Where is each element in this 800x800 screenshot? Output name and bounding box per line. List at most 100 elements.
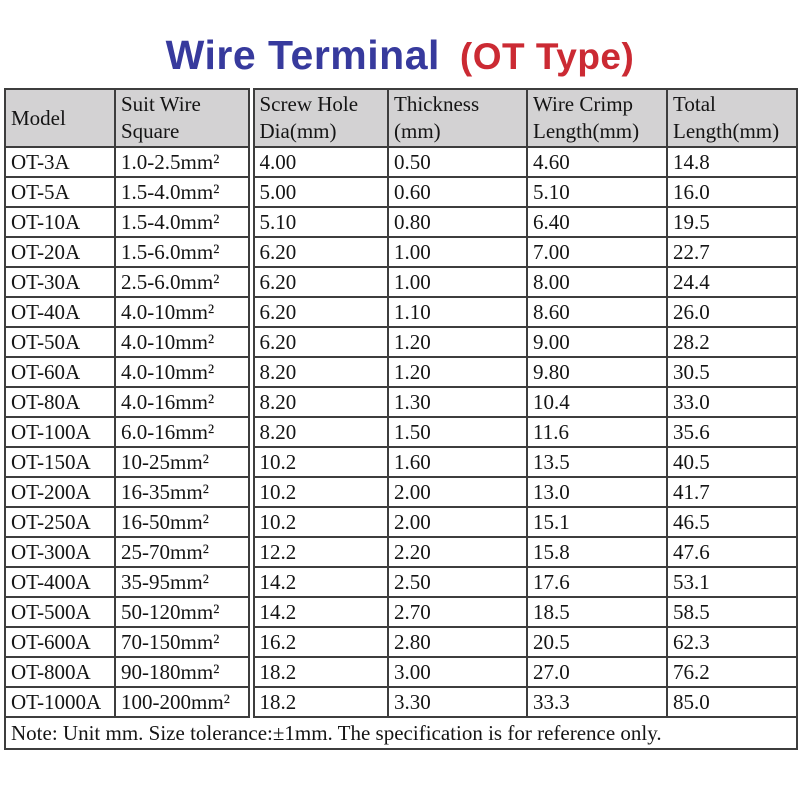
cell-thickness: 1.20	[387, 326, 528, 358]
table-row: OT-30A 2.5-6.0mm² 6.20 1.00 8.00 24.4	[4, 266, 798, 298]
col-header-thickness: Thickness (mm)	[387, 88, 528, 148]
cell-total-length: 33.0	[666, 386, 798, 418]
table-row: OT-3A 1.0-2.5mm² 4.00 0.50 4.60 14.8	[4, 146, 798, 178]
cell-screw-hole-dia: 6.20	[247, 236, 389, 268]
cell-thickness: 2.80	[387, 626, 528, 658]
cell-thickness: 1.00	[387, 266, 528, 298]
col-header-total-length: Total Length(mm)	[666, 88, 798, 148]
cell-screw-hole-dia: 10.2	[247, 446, 389, 478]
cell-model: OT-150A	[4, 446, 116, 478]
cell-suit-wire-square: 100-200mm²	[114, 686, 252, 718]
cell-suit-wire-square: 4.0-10mm²	[114, 296, 252, 328]
table-row: OT-150A 10-25mm² 10.2 1.60 13.5 40.5	[4, 446, 798, 478]
cell-thickness: 2.00	[387, 506, 528, 538]
cell-model: OT-200A	[4, 476, 116, 508]
cell-total-length: 76.2	[666, 656, 798, 688]
cell-wire-crimp-length: 4.60	[526, 146, 668, 178]
cell-total-length: 62.3	[666, 626, 798, 658]
header-line: Suit Wire	[121, 92, 201, 116]
cell-thickness: 1.10	[387, 296, 528, 328]
cell-screw-hole-dia: 14.2	[247, 566, 389, 598]
cell-model: OT-30A	[4, 266, 116, 298]
cell-total-length: 14.8	[666, 146, 798, 178]
cell-thickness: 3.30	[387, 686, 528, 718]
cell-wire-crimp-length: 17.6	[526, 566, 668, 598]
cell-total-length: 58.5	[666, 596, 798, 628]
spec-table: Model Suit Wire Square Screw Hole Dia(mm) …	[4, 88, 798, 750]
cell-total-length: 85.0	[666, 686, 798, 718]
cell-wire-crimp-length: 13.5	[526, 446, 668, 478]
cell-screw-hole-dia: 16.2	[247, 626, 389, 658]
cell-suit-wire-square: 4.0-10mm²	[114, 326, 252, 358]
table-row: OT-60A 4.0-10mm² 8.20 1.20 9.80 30.5	[4, 356, 798, 388]
cell-model: OT-20A	[4, 236, 116, 268]
cell-wire-crimp-length: 5.10	[526, 176, 668, 208]
cell-thickness: 1.20	[387, 356, 528, 388]
cell-screw-hole-dia: 6.20	[247, 296, 389, 328]
header-line: (mm)	[394, 119, 441, 143]
cell-screw-hole-dia: 10.2	[247, 476, 389, 508]
cell-suit-wire-square: 1.5-6.0mm²	[114, 236, 252, 268]
cell-suit-wire-square: 4.0-16mm²	[114, 386, 252, 418]
cell-suit-wire-square: 16-35mm²	[114, 476, 252, 508]
cell-model: OT-250A	[4, 506, 116, 538]
cell-screw-hole-dia: 5.10	[247, 206, 389, 238]
note-text: Note: Unit mm. Size tolerance:±1mm. The …	[4, 716, 798, 750]
cell-model: OT-3A	[4, 146, 116, 178]
table-row: OT-100A 6.0-16mm² 8.20 1.50 11.6 35.6	[4, 416, 798, 448]
cell-model: OT-300A	[4, 536, 116, 568]
cell-wire-crimp-length: 10.4	[526, 386, 668, 418]
cell-wire-crimp-length: 7.00	[526, 236, 668, 268]
cell-wire-crimp-length: 8.00	[526, 266, 668, 298]
cell-model: OT-800A	[4, 656, 116, 688]
header-line: Total	[673, 92, 716, 116]
cell-screw-hole-dia: 8.20	[247, 416, 389, 448]
table-row: OT-20A 1.5-6.0mm² 6.20 1.00 7.00 22.7	[4, 236, 798, 268]
title-sub: (OT Type)	[459, 36, 635, 77]
cell-suit-wire-square: 6.0-16mm²	[114, 416, 252, 448]
cell-total-length: 40.5	[666, 446, 798, 478]
table-row: OT-300A 25-70mm² 12.2 2.20 15.8 47.6	[4, 536, 798, 568]
cell-wire-crimp-length: 15.8	[526, 536, 668, 568]
table-row: OT-50A 4.0-10mm² 6.20 1.20 9.00 28.2	[4, 326, 798, 358]
cell-model: OT-50A	[4, 326, 116, 358]
table-footer: Note: Unit mm. Size tolerance:±1mm. The …	[4, 716, 798, 750]
cell-suit-wire-square: 10-25mm²	[114, 446, 252, 478]
cell-screw-hole-dia: 6.20	[247, 326, 389, 358]
cell-wire-crimp-length: 18.5	[526, 596, 668, 628]
cell-thickness: 0.80	[387, 206, 528, 238]
cell-wire-crimp-length: 27.0	[526, 656, 668, 688]
page-title: Wire Terminal (OT Type)	[0, 32, 800, 79]
table-row: OT-800A 90-180mm² 18.2 3.00 27.0 76.2	[4, 656, 798, 688]
header-line: Dia(mm)	[259, 119, 337, 143]
table-row: OT-250A 16-50mm² 10.2 2.00 15.1 46.5	[4, 506, 798, 538]
cell-wire-crimp-length: 20.5	[526, 626, 668, 658]
cell-suit-wire-square: 1.5-4.0mm²	[114, 176, 252, 208]
cell-thickness: 2.50	[387, 566, 528, 598]
cell-thickness: 0.60	[387, 176, 528, 208]
cell-suit-wire-square: 35-95mm²	[114, 566, 252, 598]
header-line: Length(mm)	[673, 119, 780, 143]
cell-thickness: 1.60	[387, 446, 528, 478]
cell-screw-hole-dia: 8.20	[247, 386, 389, 418]
cell-model: OT-100A	[4, 416, 116, 448]
table-row: OT-600A 70-150mm² 16.2 2.80 20.5 62.3	[4, 626, 798, 658]
header-line: Length(mm)	[533, 119, 640, 143]
cell-model: OT-80A	[4, 386, 116, 418]
cell-suit-wire-square: 90-180mm²	[114, 656, 252, 688]
cell-wire-crimp-length: 8.60	[526, 296, 668, 328]
cell-total-length: 41.7	[666, 476, 798, 508]
cell-thickness: 1.00	[387, 236, 528, 268]
cell-screw-hole-dia: 18.2	[247, 656, 389, 688]
header-line: Thickness	[394, 92, 480, 116]
cell-suit-wire-square: 50-120mm²	[114, 596, 252, 628]
cell-total-length: 26.0	[666, 296, 798, 328]
cell-total-length: 35.6	[666, 416, 798, 448]
table-row: OT-400A 35-95mm² 14.2 2.50 17.6 53.1	[4, 566, 798, 598]
cell-model: OT-400A	[4, 566, 116, 598]
cell-screw-hole-dia: 18.2	[247, 686, 389, 718]
table-row: OT-5A 1.5-4.0mm² 5.00 0.60 5.10 16.0	[4, 176, 798, 208]
title-main: Wire Terminal	[165, 32, 440, 78]
cell-wire-crimp-length: 13.0	[526, 476, 668, 508]
